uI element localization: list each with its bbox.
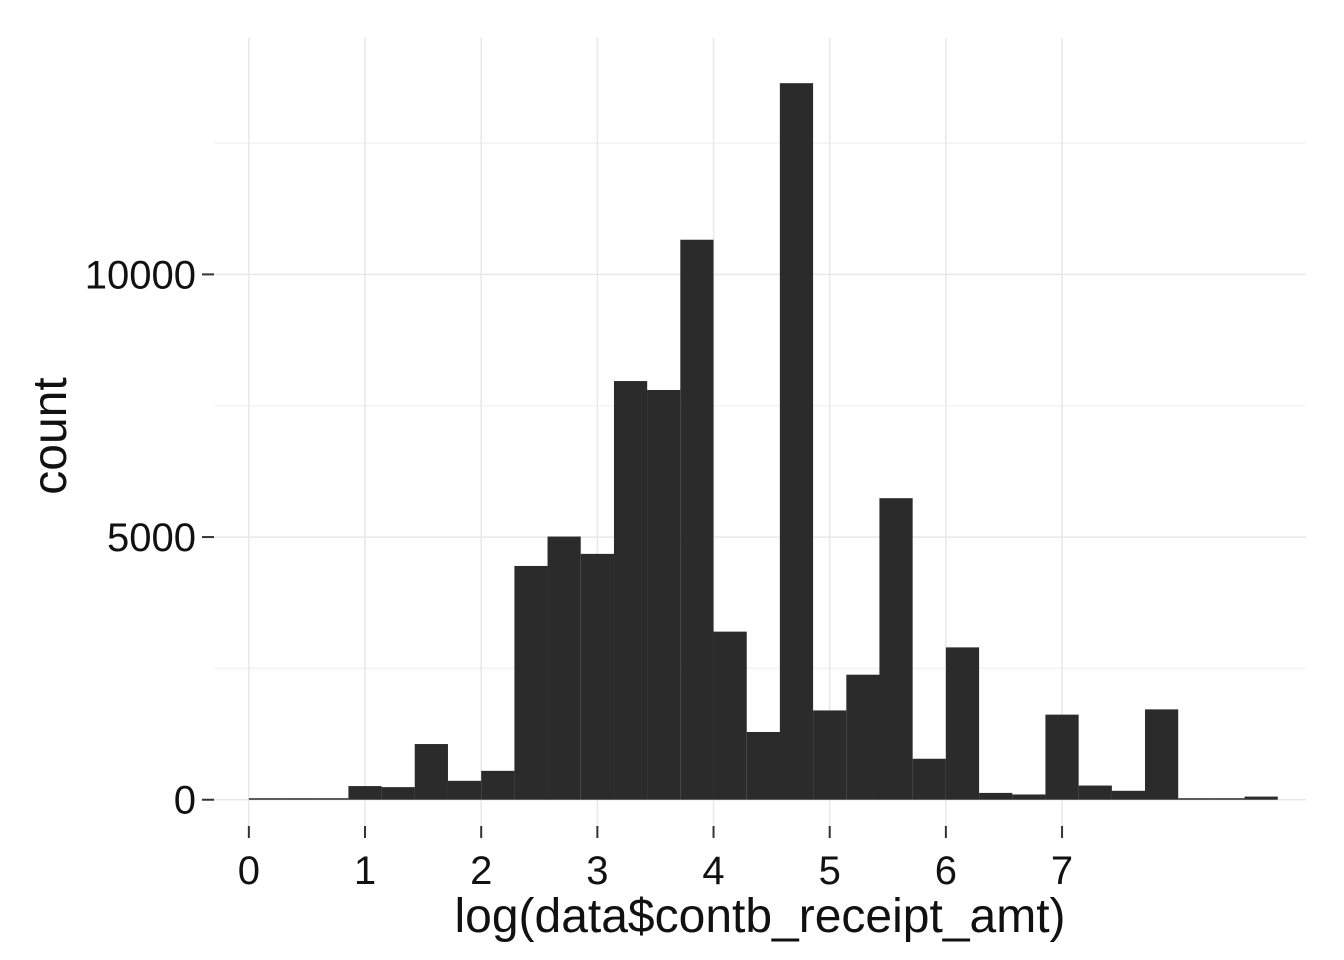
histogram-bar [1111, 790, 1145, 800]
y-tick-label: 10000 [85, 253, 196, 297]
histogram-bar [248, 798, 283, 800]
histogram-bar [1045, 714, 1079, 800]
x-tick-label: 2 [470, 849, 492, 893]
histogram-bar [514, 565, 548, 800]
histogram-bar [945, 647, 980, 800]
histogram-bar [547, 536, 581, 800]
histogram-bars [248, 83, 1278, 800]
x-axis-ticks: 0 1 2 3 4 5 6 7 [238, 826, 1073, 893]
histogram-bar [348, 786, 382, 800]
histogram-bar [613, 381, 648, 800]
histogram-bar [282, 798, 316, 800]
x-tick-label: 5 [819, 849, 841, 893]
x-tick-label: 4 [702, 849, 724, 893]
histogram-bar [1211, 798, 1245, 800]
histogram-bar [481, 770, 515, 800]
histogram-bar [447, 780, 482, 800]
histogram-bar [713, 631, 747, 800]
histogram-bar [315, 798, 349, 800]
histogram-bar [1144, 709, 1179, 800]
histogram-bar [1078, 785, 1112, 800]
x-tick-label: 6 [935, 849, 957, 893]
histogram-bar [580, 553, 614, 800]
histogram-bar [779, 83, 814, 800]
x-axis-title: log(data$contb_receipt_amt) [454, 890, 1065, 943]
y-tick-label: 0 [174, 779, 196, 823]
histogram-bar [414, 744, 448, 800]
x-tick-label: 1 [354, 849, 376, 893]
histogram-bar [647, 389, 681, 800]
histogram-bar [979, 792, 1013, 800]
grid-lines [214, 38, 1306, 826]
histogram-bar [746, 731, 780, 800]
y-axis-title: count [24, 377, 77, 494]
y-tick-label: 5000 [107, 516, 196, 560]
histogram-bar [912, 758, 946, 800]
x-tick-label: 7 [1051, 849, 1073, 893]
histogram-bar [1012, 794, 1046, 800]
histogram-bar [1178, 798, 1212, 800]
histogram-bar [1244, 796, 1278, 800]
histogram-bar [879, 498, 913, 800]
histogram-bar [680, 239, 714, 800]
x-tick-label: 3 [586, 849, 608, 893]
histogram-bar [813, 710, 847, 800]
y-axis-ticks: 0 5000 10000 [85, 253, 214, 823]
histogram-bar [846, 674, 880, 800]
x-tick-label: 0 [238, 849, 260, 893]
histogram-bar [381, 787, 415, 800]
